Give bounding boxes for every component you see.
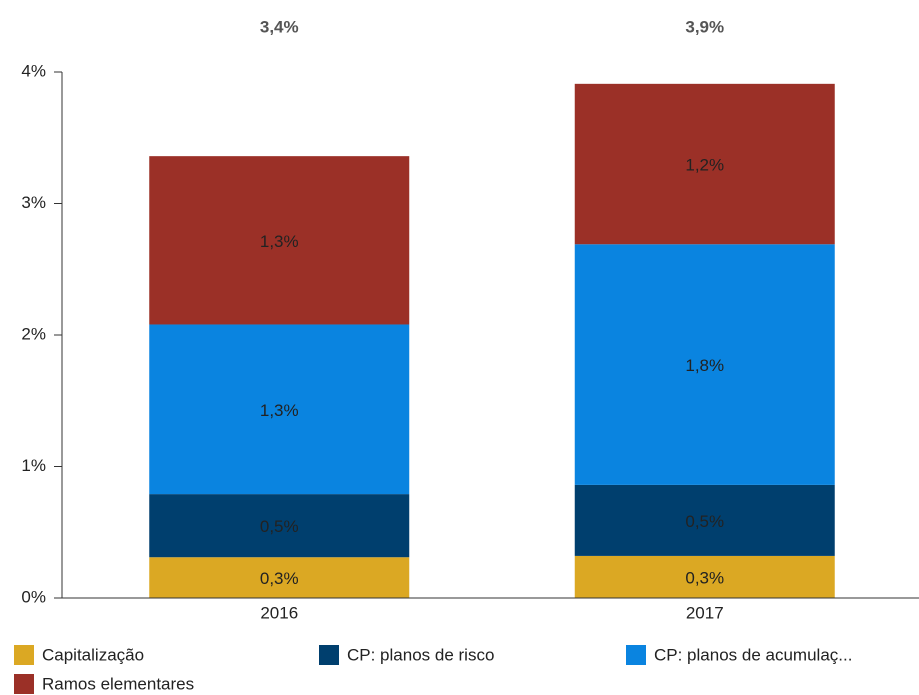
y-tick-label: 2% [21, 324, 46, 343]
bar-segment [149, 156, 410, 325]
total-label: 3,9% [685, 17, 724, 36]
y-tick-label: 1% [21, 456, 46, 475]
legend-label: CP: planos de acumulaç... [654, 645, 852, 664]
legend-swatch [14, 674, 34, 694]
bar-segment [149, 324, 410, 495]
value-label: 0,5% [685, 512, 724, 531]
value-label: 1,3% [260, 401, 299, 420]
legend-label: CP: planos de risco [347, 645, 494, 664]
value-label: 1,8% [685, 356, 724, 375]
legend-label: Capitalização [42, 645, 144, 664]
x-tick-label: 2016 [260, 603, 298, 622]
bar-segment [149, 557, 410, 598]
total-label: 3,4% [260, 17, 299, 36]
value-label: 0,5% [260, 517, 299, 536]
legend-label: Ramos elementares [42, 674, 194, 693]
value-label: 0,3% [260, 569, 299, 588]
value-label: 1,2% [685, 156, 724, 175]
bar-segment [574, 555, 835, 598]
bar-segment [149, 494, 410, 558]
y-tick-label: 4% [21, 61, 46, 80]
legend-swatch [14, 645, 34, 665]
bar-segment [574, 484, 835, 556]
x-tick-label: 2017 [686, 603, 724, 622]
bar-segment [574, 83, 835, 245]
legend-swatch [626, 645, 646, 665]
value-label: 1,3% [260, 232, 299, 251]
value-label: 0,3% [685, 568, 724, 587]
legend-swatch [319, 645, 339, 665]
y-tick-label: 0% [21, 587, 46, 606]
y-tick-label: 3% [21, 193, 46, 212]
bar-segment [574, 244, 835, 485]
